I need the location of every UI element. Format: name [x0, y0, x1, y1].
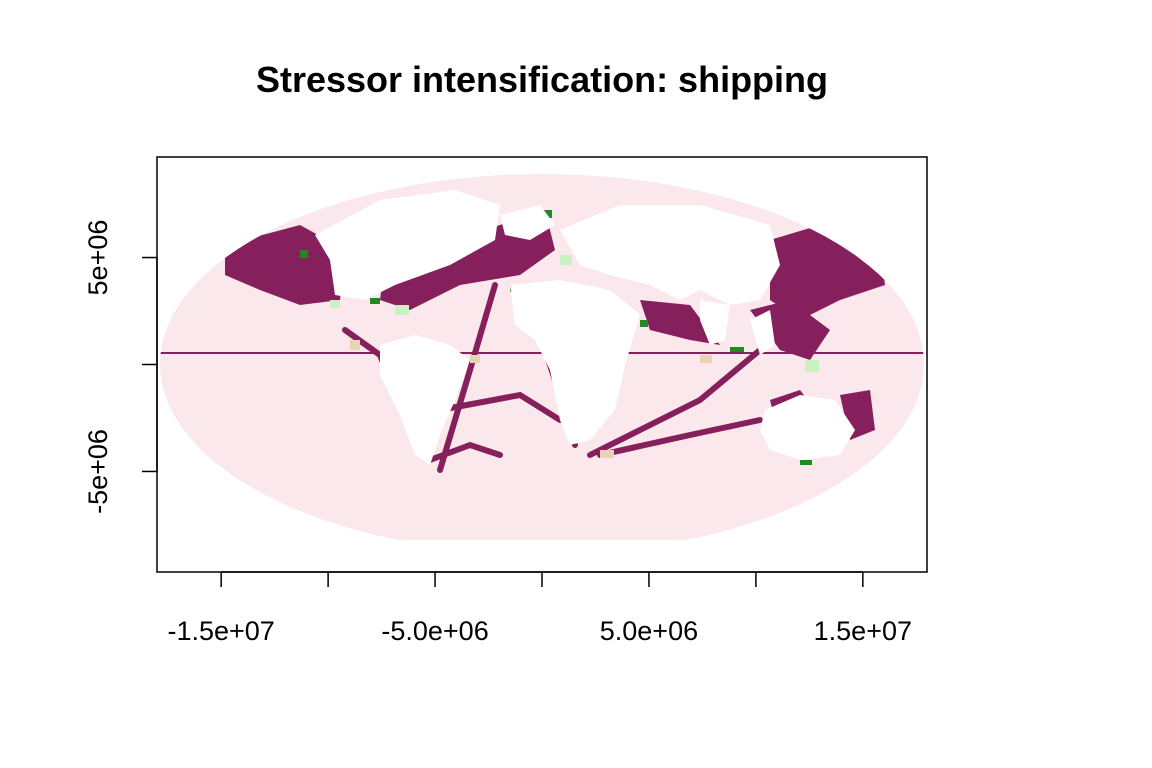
europe-asia — [560, 205, 780, 305]
y-tick-label: -5e+06 — [83, 429, 113, 514]
map-title: Stressor intensification: shipping — [256, 59, 828, 100]
y-tick-label: 5e+06 — [83, 220, 113, 296]
africa — [510, 280, 640, 445]
australia — [760, 395, 855, 460]
north-america — [315, 190, 500, 300]
greenland — [500, 205, 555, 240]
southeast-asia — [750, 310, 775, 355]
antarctica-edge — [260, 540, 820, 554]
x-tick-label: -5.0e+06 — [381, 616, 488, 646]
x-tick-label: 1.5e+07 — [814, 616, 912, 646]
x-tick-label: 5.0e+06 — [600, 616, 698, 646]
indian-subcontinent — [700, 300, 730, 345]
map-panel — [160, 174, 924, 554]
x-tick-label: -1.5e+07 — [167, 616, 274, 646]
x-axis: -1.5e+07 -5.0e+06 5.0e+06 1.5e+07 — [167, 571, 912, 646]
south-america — [380, 335, 470, 465]
y-axis: 5e+06 -5e+06 — [83, 220, 158, 514]
